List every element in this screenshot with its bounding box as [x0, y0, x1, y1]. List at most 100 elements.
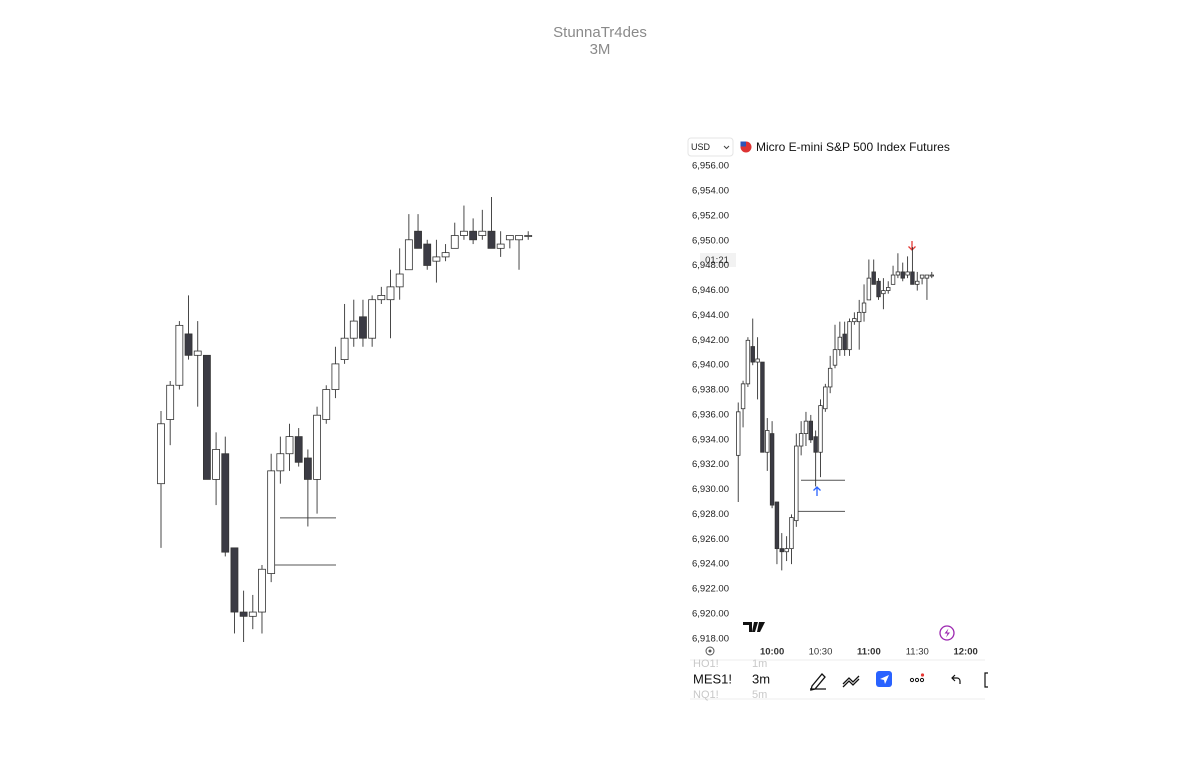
lightning-button[interactable]	[939, 625, 955, 641]
candle-body	[740, 383, 746, 410]
y-tick-label: 6,950.00	[692, 235, 729, 246]
candle-body	[524, 235, 533, 237]
candle-body	[469, 230, 478, 241]
candle-body	[202, 354, 211, 480]
candle-body	[866, 277, 872, 301]
candle-body	[478, 230, 487, 236]
interval-option[interactable]: 5m	[752, 689, 767, 701]
symbol-option[interactable]: HO1!	[693, 658, 719, 670]
candle-body	[184, 333, 193, 356]
fullscreen-icon[interactable]	[984, 672, 988, 688]
candle-body	[441, 252, 450, 258]
x-tick-label: 11:30	[906, 647, 929, 658]
candle-body	[905, 271, 910, 276]
candle-body	[368, 299, 377, 339]
candle-body	[784, 548, 789, 553]
candle-body	[175, 324, 184, 386]
interval-selected[interactable]: 3m	[752, 671, 770, 686]
y-tick-label: 6,956.00	[692, 161, 729, 172]
y-tick-label: 6,936.00	[692, 409, 729, 420]
candle-body	[487, 230, 496, 249]
candle-body	[852, 318, 857, 323]
candle-body	[842, 333, 847, 351]
candle-body	[915, 280, 920, 285]
y-tick-label: 6,928.00	[692, 509, 729, 520]
candle-body	[349, 320, 358, 339]
candle-body	[900, 271, 905, 279]
trend-icon[interactable]	[842, 675, 860, 688]
candle-body	[769, 433, 775, 506]
y-tick-label: 6,940.00	[692, 360, 729, 371]
candle-body	[432, 256, 441, 262]
candle-body	[808, 420, 814, 441]
candle-body	[303, 457, 312, 480]
candle-body	[789, 517, 794, 550]
candle-body	[212, 449, 220, 480]
settings-icon[interactable]	[705, 646, 715, 656]
symbol-selected[interactable]: MES1!	[693, 671, 732, 686]
tv-logo[interactable]	[743, 622, 765, 632]
more-icon[interactable]	[909, 677, 915, 683]
candle-body	[285, 436, 294, 455]
candle-body	[248, 611, 257, 617]
candle-body	[881, 290, 886, 295]
candle-body	[515, 235, 523, 241]
candle-body	[505, 235, 514, 241]
y-tick-label: 6,922.00	[692, 584, 729, 595]
x-tick-label: 10:00	[760, 647, 784, 658]
candle-body	[276, 453, 285, 472]
candle-body	[294, 436, 303, 463]
more-icon	[919, 677, 925, 683]
candle-body	[823, 386, 828, 410]
undo-icon[interactable]	[951, 674, 961, 684]
y-tick-label: 6,942.00	[692, 335, 729, 346]
candle-body	[871, 271, 876, 285]
y-tick-label: 6,920.00	[692, 608, 729, 619]
candle-body	[856, 311, 862, 323]
y-tick-label: 6,926.00	[692, 534, 729, 545]
candle-body	[414, 230, 422, 249]
candle-body	[837, 336, 843, 351]
symbol-option[interactable]: NQ1!	[693, 689, 719, 701]
candle-body	[745, 339, 751, 385]
order-icon	[880, 675, 889, 684]
y-tick-label: 6,938.00	[692, 385, 729, 396]
y-tick-label: 6,944.00	[692, 310, 729, 321]
candle-body	[322, 389, 331, 420]
y-tick-label: 6,934.00	[692, 434, 729, 445]
candle-body	[258, 568, 266, 613]
page-title: StunnaTr4des	[553, 24, 647, 41]
x-tick-label: 11:00	[857, 647, 881, 658]
candle-body	[832, 349, 838, 366]
interval-option[interactable]: 1m	[752, 658, 767, 670]
candle-body	[876, 280, 881, 298]
candle-body	[755, 358, 760, 363]
candle-body	[340, 337, 349, 360]
currency-box[interactable]	[687, 137, 734, 157]
draw-icon[interactable]	[810, 673, 826, 691]
candle-body	[221, 453, 230, 553]
currency[interactable]: USD	[691, 142, 711, 152]
candle-body	[267, 470, 276, 574]
candle-body	[813, 436, 818, 453]
candle-body	[386, 286, 395, 301]
flag-canton	[740, 141, 746, 147]
candle-body	[818, 405, 823, 453]
candle-body	[919, 274, 925, 279]
candle-body	[736, 411, 741, 456]
more-icon	[914, 677, 920, 683]
candle-body	[886, 287, 891, 291]
candle-body	[924, 274, 930, 279]
y-tick-label: 6,954.00	[692, 186, 729, 197]
candle-body	[230, 547, 239, 613]
y-tick-label: 6,918.00	[692, 633, 729, 644]
candle-body	[910, 271, 915, 285]
candle-body	[774, 501, 780, 550]
candle-body	[166, 384, 175, 420]
candle-body	[803, 420, 809, 434]
candle-body	[765, 430, 770, 453]
candle-body	[847, 321, 852, 351]
y-tick-label: 6,948.00	[692, 260, 729, 271]
